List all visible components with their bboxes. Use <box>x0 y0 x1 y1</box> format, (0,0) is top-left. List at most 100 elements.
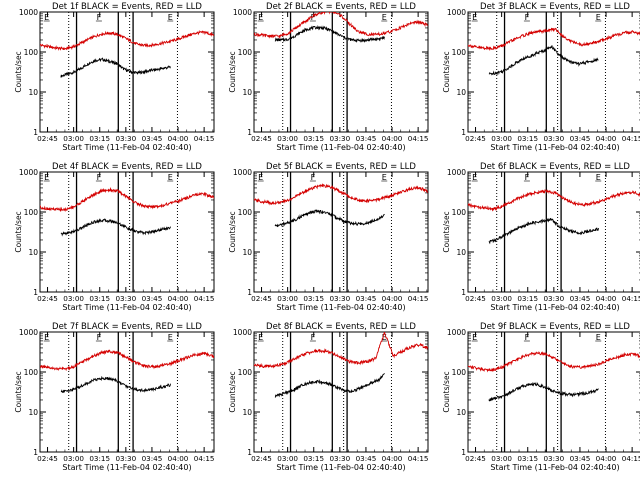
series-events-line <box>60 375 171 394</box>
x-tick-label: 03:45 <box>570 454 591 463</box>
y-tick-label: 1 <box>247 128 252 137</box>
y-tick-label: 10 <box>456 88 466 97</box>
x-tick-label: 04:15 <box>194 134 215 143</box>
y-tick-label: 10 <box>28 248 38 257</box>
y-tick-label: 100 <box>24 48 39 57</box>
region-marker-label: F <box>311 13 316 22</box>
x-axis-label: Start Time (11-Feb-04 02:40:40) <box>276 143 405 152</box>
y-tick-label: 10 <box>28 408 38 417</box>
x-tick-label: 03:45 <box>356 294 377 303</box>
y-tick-label: 1000 <box>233 328 252 337</box>
x-tick-label: 02:45 <box>465 454 486 463</box>
x-axis-label: Start Time (11-Feb-04 02:40:40) <box>62 143 191 152</box>
y-tick-label: 1 <box>461 128 466 137</box>
y-tick-label: 1 <box>247 448 252 457</box>
series-events-line <box>274 373 385 398</box>
panel-title: Det 5f BLACK = Events, RED = LLD <box>266 162 416 172</box>
chart-panel-1: Det 1f BLACK = Events, RED = LLD 1 10 100 10… <box>14 2 215 152</box>
x-tick-label: 04:00 <box>596 134 617 143</box>
plot-frame <box>253 11 429 133</box>
y-tick-label: 10 <box>242 408 252 417</box>
x-tick-label: 04:00 <box>168 294 189 303</box>
x-tick-label: 03:45 <box>142 134 163 143</box>
x-tick-label: 04:00 <box>382 454 403 463</box>
region-marker-label: E <box>472 333 477 342</box>
x-axis-label: Start Time (11-Feb-04 02:40:40) <box>276 303 405 312</box>
x-tick-label: 03:00 <box>63 294 84 303</box>
y-tick-label: 1 <box>461 448 466 457</box>
x-axis-label: Start Time (11-Feb-04 02:40:40) <box>276 463 405 472</box>
y-axis-label: Counts/sec <box>228 51 237 92</box>
x-tick-label: 04:15 <box>408 134 429 143</box>
x-tick-label: 03:45 <box>142 294 163 303</box>
region-marker-label: E <box>44 13 49 22</box>
x-tick-label: 03:00 <box>63 454 84 463</box>
x-tick-label: 04:15 <box>194 454 215 463</box>
y-tick-label: 1 <box>33 448 38 457</box>
x-tick-label: 03:15 <box>303 294 324 303</box>
region-marker-label: F <box>525 333 530 342</box>
series-events-line <box>488 381 599 402</box>
chart-panel-7: Det 7f BLACK = Events, RED = LLD 1 10 100 10… <box>14 322 215 472</box>
x-tick-label: 04:15 <box>622 454 640 463</box>
x-tick-label: 04:00 <box>382 294 403 303</box>
x-tick-label: 02:45 <box>251 454 272 463</box>
plot-frame <box>39 11 215 133</box>
x-tick-label: 03:15 <box>303 134 324 143</box>
y-axis-label: Counts/sec <box>14 51 23 92</box>
x-tick-label: 03:15 <box>89 134 110 143</box>
series-events-line <box>274 25 385 43</box>
region-marker-label: E <box>44 333 49 342</box>
x-axis-label: Start Time (11-Feb-04 02:40:40) <box>490 303 619 312</box>
plot-frame <box>467 171 640 293</box>
y-tick-label: 100 <box>238 48 253 57</box>
panel-title: Det 2f BLACK = Events, RED = LLD <box>266 2 416 12</box>
y-tick-label: 10 <box>28 88 38 97</box>
panel-title: Det 1f BLACK = Events, RED = LLD <box>52 2 202 12</box>
region-marker-label: F <box>311 173 316 182</box>
region-marker-label: E <box>596 173 601 182</box>
y-tick-label: 1000 <box>447 328 466 337</box>
panel-title: Det 8f BLACK = Events, RED = LLD <box>266 322 416 332</box>
x-tick-label: 03:30 <box>543 134 564 143</box>
chart-panel-4: Det 4f BLACK = Events, RED = LLD 1 10 100 10… <box>14 162 215 312</box>
x-tick-label: 03:30 <box>543 294 564 303</box>
x-tick-label: 03:15 <box>303 454 324 463</box>
x-tick-label: 03:15 <box>517 454 538 463</box>
y-tick-label: 1 <box>247 288 252 297</box>
x-tick-label: 03:30 <box>115 134 136 143</box>
series-lld-line <box>254 182 428 206</box>
plot-frame <box>253 331 429 453</box>
y-axis-label: Counts/sec <box>442 51 451 92</box>
x-tick-label: 03:45 <box>142 454 163 463</box>
x-tick-label: 03:30 <box>329 454 350 463</box>
y-tick-label: 1 <box>33 288 38 297</box>
y-axis-label: Counts/sec <box>442 211 451 252</box>
panel-title: Det 3f BLACK = Events, RED = LLD <box>480 2 630 12</box>
series-lld-line <box>468 351 640 373</box>
plot-frame <box>39 331 215 453</box>
y-axis-label: Counts/sec <box>228 371 237 412</box>
x-tick-label: 03:30 <box>115 294 136 303</box>
x-tick-label: 03:15 <box>517 294 538 303</box>
y-tick-label: 100 <box>238 368 253 377</box>
chart-panel-3: Det 3f BLACK = Events, RED = LLD 1 10 100 10… <box>442 2 640 152</box>
region-marker-label: F <box>525 13 530 22</box>
y-tick-label: 10 <box>456 408 466 417</box>
region-marker-label: E <box>472 173 477 182</box>
series-events-line <box>60 218 171 237</box>
x-axis-label: Start Time (11-Feb-04 02:40:40) <box>62 463 191 472</box>
y-tick-label: 100 <box>452 208 467 217</box>
region-marker-label: E <box>596 333 601 342</box>
x-tick-label: 03:45 <box>570 294 591 303</box>
series-lld-line <box>40 29 214 51</box>
x-tick-label: 03:30 <box>543 454 564 463</box>
x-tick-label: 03:30 <box>329 134 350 143</box>
region-marker-label: E <box>168 173 173 182</box>
y-tick-label: 1000 <box>447 168 466 177</box>
y-tick-label: 100 <box>24 208 39 217</box>
x-tick-label: 02:45 <box>37 134 58 143</box>
series-lld-line <box>40 349 214 372</box>
x-tick-label: 03:00 <box>491 294 512 303</box>
